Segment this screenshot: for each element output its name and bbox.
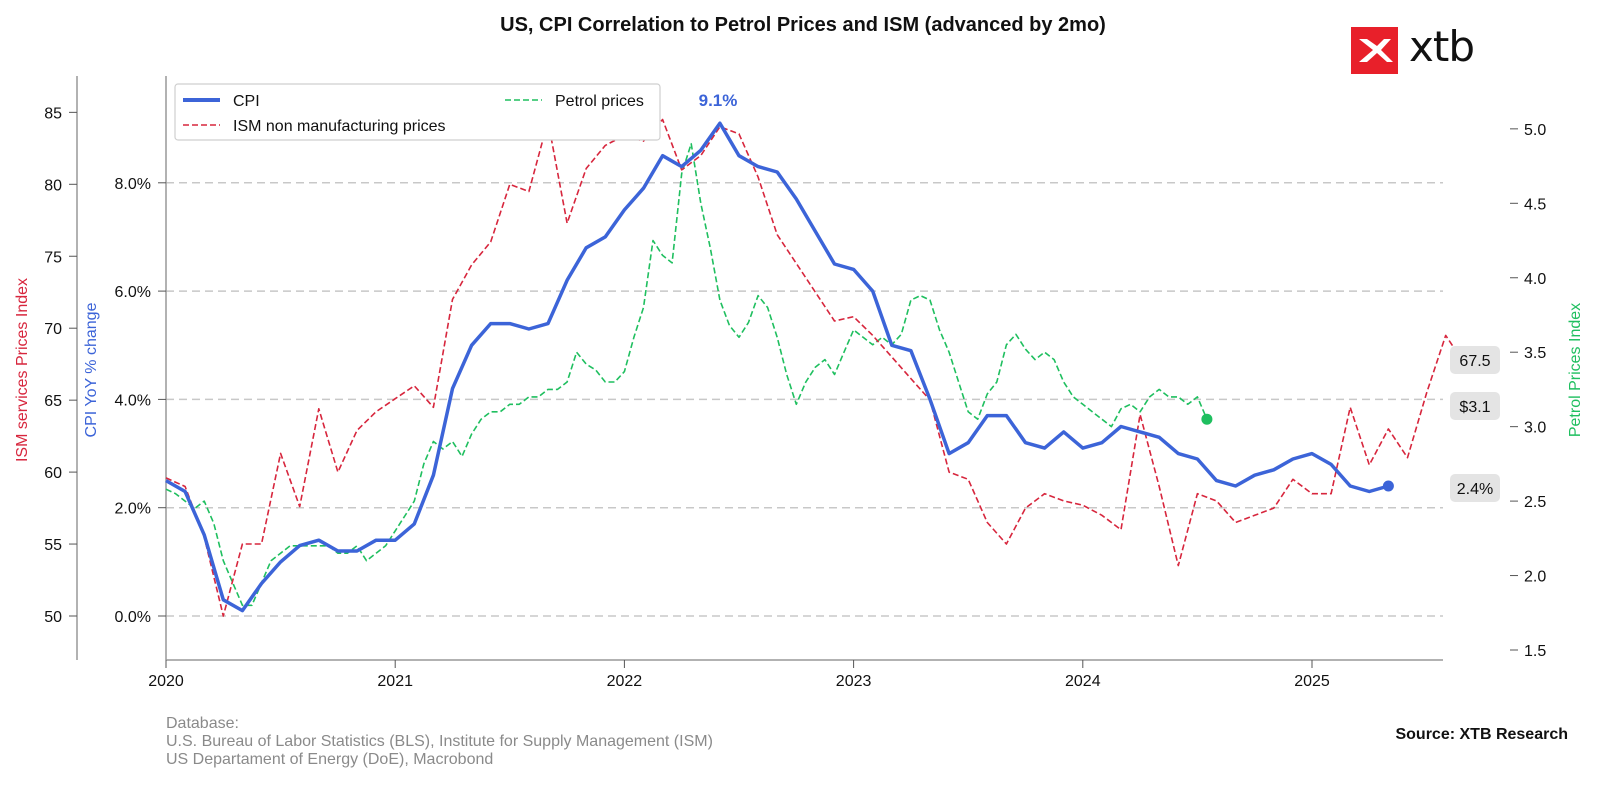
badge-cpi-text: 2.4% <box>1457 481 1493 498</box>
x-tick-label: 2020 <box>148 673 184 690</box>
chart-title: US, CPI Correlation to Petrol Prices and… <box>500 14 1106 36</box>
footer-source: Source: XTB Research <box>1395 726 1568 743</box>
badge-cpi: 2.4% <box>1450 474 1500 502</box>
cpi-tick-label: 0.0% <box>115 609 151 626</box>
legend-cpi-label: CPI <box>233 93 260 110</box>
x-tick-label: 2023 <box>836 673 872 690</box>
badge-ism-bg <box>1450 346 1500 374</box>
series-line-ism <box>165 118 1466 617</box>
xtb-logo: xtb <box>1351 22 1491 76</box>
footer-line2: US Departament of Energy (DoE), Macrobon… <box>166 751 494 768</box>
ism-tick-label: 65 <box>44 393 62 410</box>
ism-tick-label: 75 <box>44 249 62 266</box>
ism-tick-label: 50 <box>44 609 62 626</box>
series-line-petrol <box>165 142 1208 607</box>
petrol-axis: 1.5 2.0 2.5 3.0 3.5 4.0 4.5 5.0 <box>1510 122 1546 660</box>
petrol-tick-label: 3.0 <box>1524 420 1546 437</box>
legend-ism-label: ISM non manufacturing prices <box>233 118 446 135</box>
logo-mark-icon <box>1351 27 1398 74</box>
footer-line1: U.S. Bureau of Labor Statistics (BLS), I… <box>166 733 713 750</box>
x-tick-label: 2022 <box>607 673 643 690</box>
badge-cpi-bg <box>1450 474 1500 502</box>
cpi-tick-label: 8.0% <box>115 176 151 193</box>
legend-petrol-label: Petrol prices <box>555 93 644 110</box>
x-axis: 2020 2021 2022 2023 2024 2025 <box>148 660 1330 690</box>
peak-annotation: 9.1% <box>699 91 738 110</box>
ism-axis: 50 55 60 65 70 75 80 85 <box>44 105 77 626</box>
petrol-tick-label: 4.5 <box>1524 196 1546 213</box>
x-tick-label: 2024 <box>1065 673 1101 690</box>
series-layer <box>165 118 1466 617</box>
x-tick-label: 2025 <box>1294 673 1330 690</box>
badge-ism-text: 67.5 <box>1459 353 1490 370</box>
cpi-axis-label: CPI YoY % change <box>83 302 100 437</box>
legend: CPI ISM non manufacturing prices Petrol … <box>174 83 661 141</box>
badge-petrol-text: $3.1 <box>1459 399 1490 416</box>
badge-petrol-bg <box>1450 392 1500 420</box>
legend-box <box>174 83 661 141</box>
petrol-tick-label: 3.5 <box>1524 345 1546 362</box>
petrol-tick-label: 1.5 <box>1524 643 1546 660</box>
cpi-tick-label: 2.0% <box>115 501 151 518</box>
cpi-tick-label: 6.0% <box>115 284 151 301</box>
petrol-tick-label: 4.0 <box>1524 271 1546 288</box>
ism-tick-label: 85 <box>44 105 62 122</box>
petrol-tick-label: 2.5 <box>1524 494 1546 511</box>
cpi-axis: 0.0% 2.0% 4.0% 6.0% 8.0% <box>115 176 166 626</box>
cpi-tick-label: 4.0% <box>115 392 151 409</box>
x-tick-label: 2021 <box>377 673 413 690</box>
ism-tick-label: 70 <box>44 321 62 338</box>
ism-tick-label: 60 <box>44 465 62 482</box>
petrol-tick-label: 5.0 <box>1524 122 1546 139</box>
ism-tick-label: 55 <box>44 537 62 554</box>
grid <box>166 182 1443 617</box>
end-marker-petrol <box>1201 413 1213 425</box>
petrol-tick-label: 2.0 <box>1524 569 1546 586</box>
badge-ism: 67.5 <box>1450 346 1500 374</box>
footer-database: Database: U.S. Bureau of Labor Statistic… <box>166 715 713 769</box>
ism-axis-label: ISM services Prices Index <box>14 278 31 462</box>
footer-label: Database: <box>166 715 239 732</box>
series-line-cpi <box>165 121 1389 613</box>
logo-text: xtb <box>1409 22 1475 71</box>
petrol-axis-label: Petrol Prices Index <box>1567 303 1584 437</box>
badge-petrol: $3.1 <box>1450 392 1500 420</box>
end-marker-cpi <box>1382 480 1394 492</box>
ism-tick-label: 80 <box>44 177 62 194</box>
